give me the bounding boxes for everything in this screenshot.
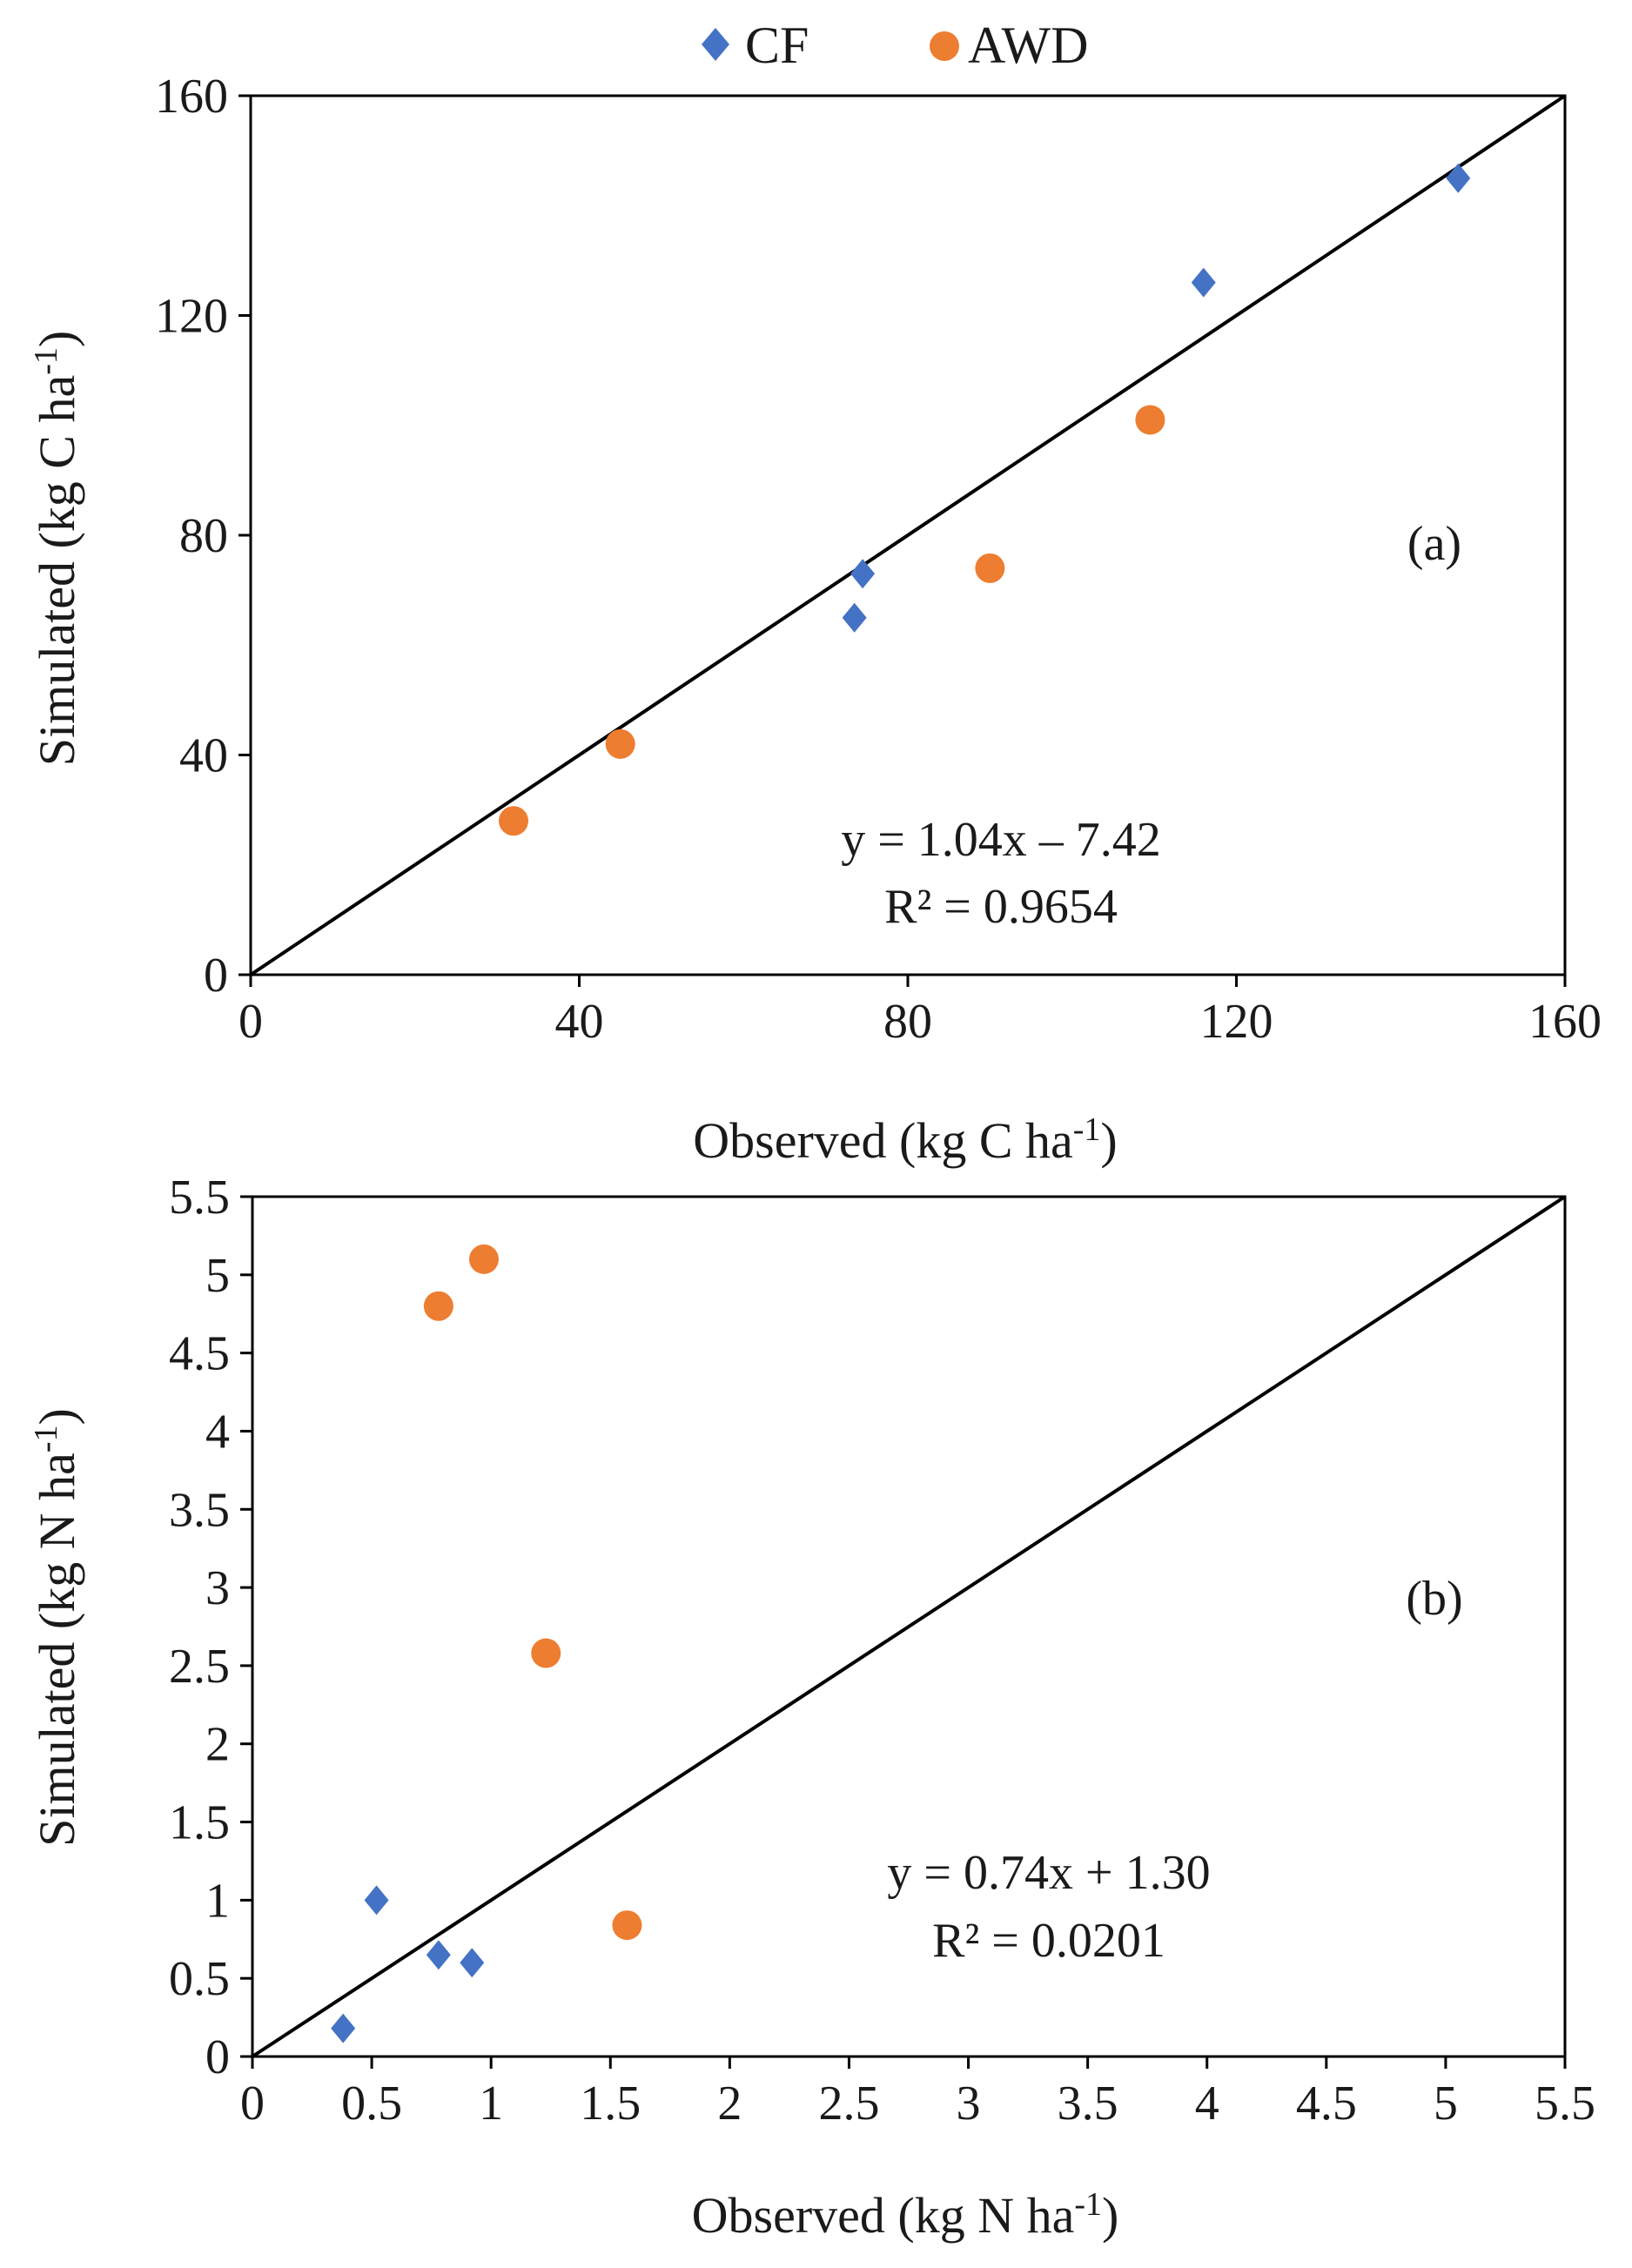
panel-b-r-squared: R² = 0.0201 — [932, 1914, 1165, 1968]
panel-b-y-axis-title-sup: -1 — [28, 1426, 64, 1453]
panel-b-x-tick-label: 1.5 — [580, 2077, 641, 2130]
panel-a-awd-point — [499, 806, 528, 836]
panel-b-y-tick-label: 0 — [205, 2030, 230, 2084]
legend-cf-label: CF — [745, 17, 809, 74]
panel-b: Simulated (kg N ha-1) Observed (kg N ha-… — [28, 1171, 1595, 2244]
panel-a-y-axis-title-main: Simulated (kg C ha — [29, 375, 85, 766]
legend-item-cf: CF — [702, 17, 809, 74]
panel-a-cf-point — [842, 602, 867, 633]
panel-b-cf-point — [364, 1885, 389, 1916]
panel-a-label: (a) — [1407, 517, 1461, 571]
panel-b-awd-point — [423, 1291, 453, 1321]
panel-b-x-tick-label: 1 — [479, 2077, 503, 2130]
panel-b-y-tick-label: 4 — [205, 1405, 230, 1459]
panel-a-y-tick-label: 0 — [204, 949, 228, 1003]
panel-a-x-axis-title-close: ) — [1100, 1112, 1117, 1169]
panel-a-equation: y = 1.04x – 7.42 — [841, 813, 1161, 867]
panel-b-awd-point — [531, 1638, 561, 1668]
panel-b-y-tick-label: 0.5 — [169, 1952, 230, 2006]
panel-a-y-tick-label: 80 — [179, 509, 228, 563]
panel-b-y-tick-label: 5.5 — [169, 1171, 230, 1225]
panel-b-x-tick-label: 0.5 — [341, 2077, 402, 2130]
panel-a-x-tick-label: 40 — [555, 995, 604, 1049]
panel-a-cf-point — [1191, 267, 1216, 298]
legend: CF AWD — [702, 17, 1089, 74]
panel-a-x-tick-label: 0 — [238, 995, 263, 1049]
panel-a-x-axis-title: Observed (kg C ha-1) — [693, 1111, 1118, 1169]
panel-b-y-tick-label: 5 — [205, 1249, 230, 1303]
legend-awd-circle-icon — [930, 31, 959, 61]
panel-b-x-tick-label: 5 — [1434, 2077, 1458, 2130]
panel-a-r-squared: R² = 0.9654 — [884, 880, 1118, 934]
panel-b-cf-point — [331, 2013, 356, 2043]
panel-b-y-axis-title: Simulated (kg N ha-1) — [28, 1408, 85, 1847]
panel-a-x-axis-title-main: Observed (kg C ha — [693, 1112, 1073, 1169]
panel-a-y-axis-title-sup: -1 — [28, 347, 64, 375]
panel-a-cf-point — [1446, 163, 1471, 193]
legend-item-awd: AWD — [930, 17, 1089, 74]
panel-b-x-tick-label: 4.5 — [1296, 2077, 1357, 2130]
legend-cf-diamond-icon — [702, 28, 729, 61]
panel-b-x-tick-label: 3.5 — [1058, 2077, 1118, 2130]
panel-b-plot-frame — [251, 1195, 1567, 2058]
panel-b-label: (b) — [1406, 1572, 1462, 1626]
panel-b-cf-point — [460, 1948, 485, 1978]
panel-a: Simulated (kg C ha-1) Observed (kg C ha-… — [28, 70, 1602, 1169]
panel-b-y-tick-label: 3 — [205, 1561, 230, 1615]
panel-b-x-tick-label: 0 — [240, 2077, 265, 2130]
panel-b-x-tick-label: 5.5 — [1535, 2077, 1595, 2130]
panel-a-x-tick-label: 160 — [1528, 995, 1602, 1049]
panel-b-y-tick-label: 1 — [205, 1874, 230, 1928]
panel-a-y-axis-title-close: ) — [29, 331, 85, 347]
panel-a-y-axis-title: Simulated (kg C ha-1) — [28, 331, 85, 766]
panel-b-y-tick-label: 3.5 — [169, 1483, 230, 1537]
panel-b-x-axis-title: Observed (kg N ha-1) — [692, 2186, 1119, 2244]
panel-a-x-axis-title-sup: -1 — [1073, 1111, 1101, 1148]
panel-a-awd-point — [975, 553, 1005, 583]
panel-a-x-tick-label: 80 — [883, 995, 932, 1049]
panel-b-y-tick-label: 2 — [205, 1718, 230, 1772]
panel-b-x-axis-title-sup: -1 — [1074, 2186, 1102, 2223]
panel-b-awd-point — [612, 1910, 642, 1941]
panel-b-y-tick-label: 1.5 — [169, 1796, 230, 1850]
panel-a-one-to-one-line — [249, 94, 1567, 976]
panel-a-awd-point — [1135, 405, 1165, 435]
panel-a-awd-point — [605, 728, 635, 759]
panel-a-y-tick-label: 160 — [155, 70, 228, 124]
panel-a-cf-point — [850, 559, 876, 589]
panel-b-x-axis-title-close: ) — [1102, 2187, 1118, 2244]
panel-b-x-tick-label: 4 — [1195, 2077, 1219, 2130]
legend-awd-label: AWD — [968, 17, 1089, 74]
panel-b-awd-point — [468, 1244, 499, 1274]
panel-b-equation: y = 0.74x + 1.30 — [887, 1846, 1210, 1900]
panel-a-y-tick-label: 120 — [155, 290, 228, 344]
panel-b-y-axis-title-close: ) — [29, 1408, 85, 1425]
panel-b-y-axis-title-main: Simulated (kg N ha — [29, 1453, 85, 1847]
panel-a-x-tick-label: 120 — [1200, 995, 1273, 1049]
panel-b-x-tick-label: 2 — [717, 2077, 742, 2130]
panel-b-cf-point — [426, 1940, 451, 1970]
panel-b-x-tick-label: 3 — [957, 2077, 981, 2130]
panel-b-x-axis-title-main: Observed (kg N ha — [692, 2187, 1075, 2244]
panel-b-y-tick-label: 2.5 — [169, 1640, 230, 1694]
panel-b-one-to-one-line — [251, 1195, 1567, 2058]
panel-b-x-tick-label: 2.5 — [818, 2077, 879, 2130]
panel-a-y-tick-label: 40 — [179, 729, 228, 783]
panel-b-y-tick-label: 4.5 — [169, 1327, 230, 1381]
